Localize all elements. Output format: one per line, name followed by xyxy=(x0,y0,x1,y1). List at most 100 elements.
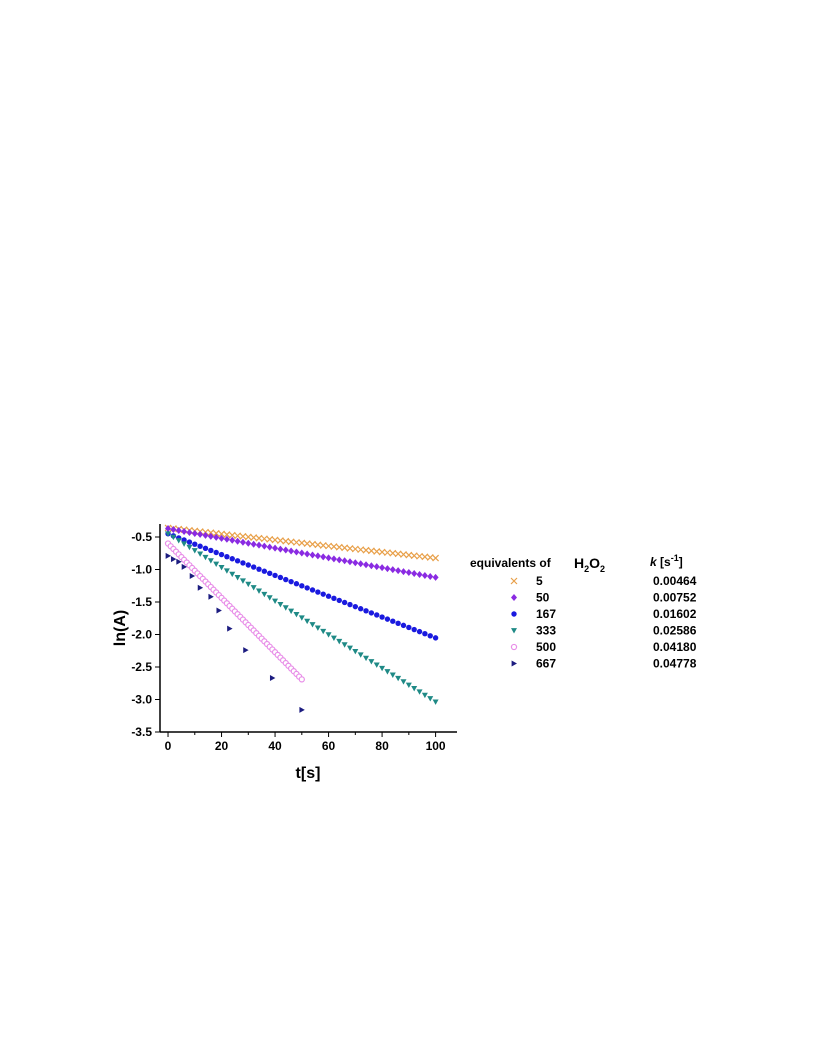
data-point xyxy=(267,570,273,577)
data-point xyxy=(288,547,295,555)
data-point xyxy=(374,612,380,618)
legend-header-k: k [s-1] xyxy=(650,553,683,569)
data-point xyxy=(331,595,337,602)
plot-area xyxy=(164,524,440,713)
data-point xyxy=(229,536,236,544)
data-point xyxy=(373,563,380,571)
x-axis-title: t[s] xyxy=(296,765,321,782)
data-point xyxy=(411,685,418,692)
data-point xyxy=(181,541,188,547)
x-tick-label: 0 xyxy=(165,739,172,753)
data-point xyxy=(170,534,177,541)
axes xyxy=(159,524,457,733)
legend-header-equivalents: equivalents of xyxy=(470,556,552,570)
data-point xyxy=(181,563,188,570)
data-point xyxy=(400,622,407,629)
data-point xyxy=(227,625,233,632)
data-point xyxy=(405,682,412,689)
data-point xyxy=(288,608,295,615)
data-point xyxy=(427,572,434,580)
legend-marker xyxy=(511,611,517,617)
data-point xyxy=(181,537,187,543)
data-point xyxy=(363,608,369,614)
data-point xyxy=(357,560,364,568)
data-point xyxy=(379,665,386,672)
legend-k-value: 0.00752 xyxy=(653,591,697,605)
data-point xyxy=(282,546,289,554)
data-point xyxy=(213,561,220,568)
data-point xyxy=(213,549,219,556)
data-point xyxy=(245,539,252,547)
legend-header-h2o2: H2O2 xyxy=(574,555,605,574)
data-point xyxy=(197,551,204,557)
data-point xyxy=(432,554,440,562)
data-point xyxy=(304,618,311,625)
data-point xyxy=(277,545,284,553)
data-point xyxy=(261,568,268,574)
data-point xyxy=(325,593,332,599)
y-tick-label: -0.5 xyxy=(131,530,152,544)
data-point xyxy=(256,588,262,594)
data-point xyxy=(357,652,364,658)
data-point xyxy=(239,538,246,546)
data-point xyxy=(395,675,402,682)
data-point xyxy=(336,638,343,645)
data-point xyxy=(320,628,327,635)
data-point xyxy=(229,571,236,578)
x-tick-label: 60 xyxy=(322,739,336,753)
data-point xyxy=(229,556,235,562)
data-point xyxy=(389,566,396,574)
data-point xyxy=(239,578,246,584)
data-point xyxy=(245,581,252,588)
data-point xyxy=(165,531,172,537)
data-point xyxy=(384,669,391,675)
y-tick-label: -1.5 xyxy=(131,595,152,609)
data-point xyxy=(261,591,268,598)
data-point xyxy=(320,553,327,561)
data-point xyxy=(202,554,209,561)
data-point xyxy=(208,547,214,554)
data-point xyxy=(243,647,249,654)
legend-k-value: 0.04180 xyxy=(653,640,697,654)
data-point xyxy=(341,642,348,648)
data-point xyxy=(298,615,305,621)
data-point xyxy=(224,553,230,560)
data-point xyxy=(186,528,193,536)
data-point xyxy=(293,581,300,587)
data-point xyxy=(299,583,305,589)
legend-row-667: 667 0.04778 xyxy=(511,657,697,671)
data-point xyxy=(315,589,321,595)
x-tick-label: 40 xyxy=(268,739,282,753)
legend: 5 0.00464 50 0.00752 167 0.01602 333 0.02586 500… xyxy=(510,574,697,671)
data-point xyxy=(191,548,198,554)
data-point xyxy=(384,565,391,573)
data-point xyxy=(411,626,417,633)
data-point xyxy=(368,659,375,665)
data-point xyxy=(416,628,423,635)
data-point xyxy=(175,538,182,544)
data-point xyxy=(218,564,225,571)
legend-k-value: 0.00464 xyxy=(653,574,697,588)
data-point xyxy=(363,561,370,569)
data-point xyxy=(256,541,262,549)
data-point xyxy=(288,578,294,585)
data-point xyxy=(352,559,359,567)
legend-label: 500 xyxy=(536,640,556,654)
data-point xyxy=(189,573,196,579)
data-point xyxy=(314,552,321,560)
data-point xyxy=(223,568,230,574)
data-point xyxy=(320,591,326,597)
data-point xyxy=(197,530,204,538)
legend-header: equivalents of H2O2 k [s-1] xyxy=(470,553,683,574)
series-50 xyxy=(165,525,439,581)
data-point xyxy=(299,706,305,713)
data-point xyxy=(309,622,316,628)
legend-marker xyxy=(510,577,518,585)
data-point xyxy=(352,603,359,610)
data-point xyxy=(389,672,396,678)
data-point xyxy=(325,554,332,562)
data-point xyxy=(330,635,337,641)
data-point xyxy=(304,585,310,591)
legend-label: 333 xyxy=(536,624,556,638)
